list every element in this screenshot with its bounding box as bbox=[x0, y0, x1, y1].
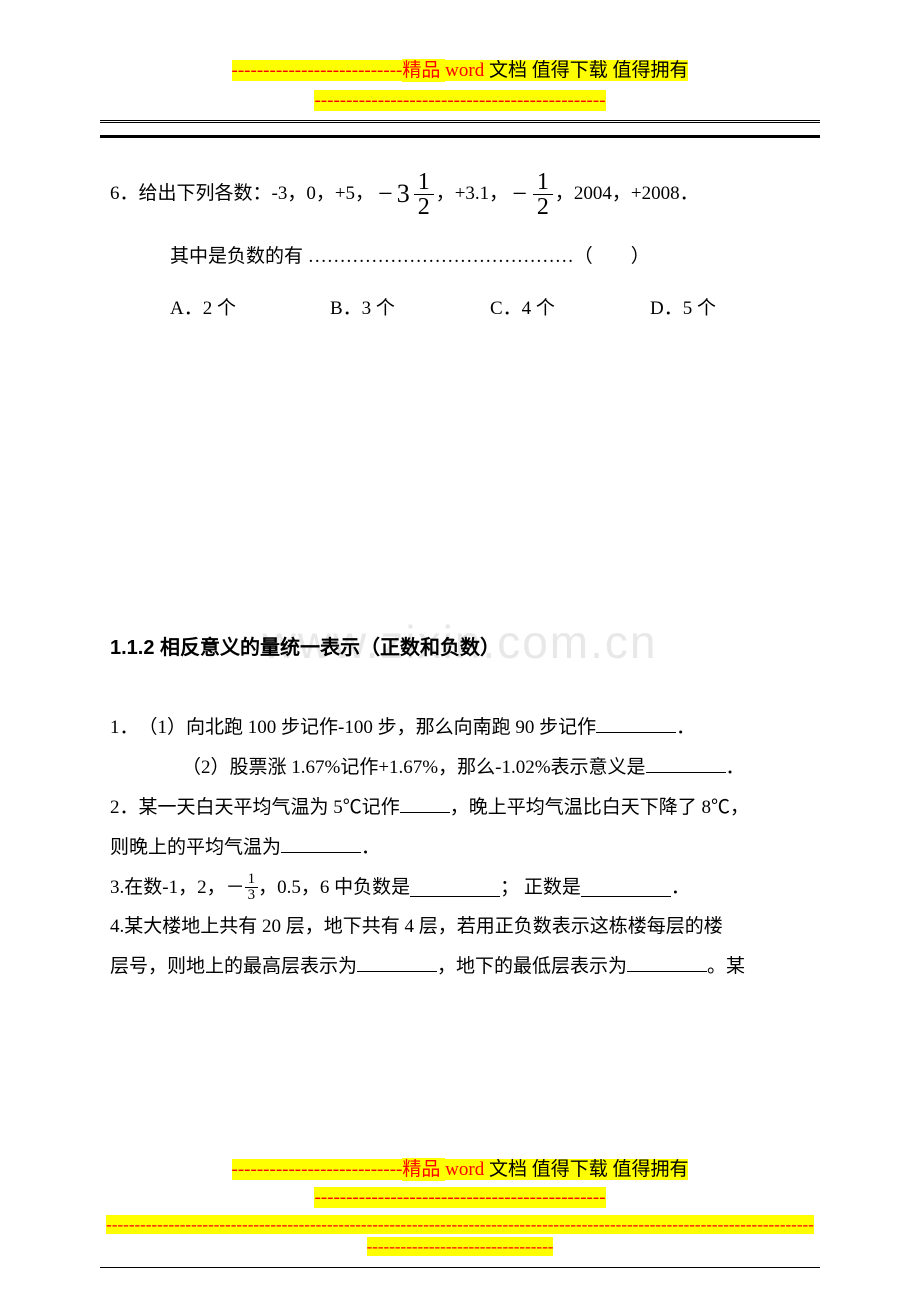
q6-mixed: − 3 1 2 bbox=[374, 168, 436, 220]
header-text-post: 文档 值得下载 值得拥有 bbox=[489, 60, 689, 81]
footer-text-pre: 精品 bbox=[402, 1158, 445, 1181]
q6-line2: 其中是负数的有 ……………………………………（ ） bbox=[110, 238, 810, 276]
q6-mid1: ，+3.1， bbox=[436, 175, 508, 213]
q6-minus2: − bbox=[512, 168, 527, 220]
q3-d: ． bbox=[671, 868, 690, 908]
q6-mixed-frac: 1 2 bbox=[414, 170, 434, 219]
q6-tail: ，2004，+2008． bbox=[555, 175, 699, 213]
thick-rule bbox=[100, 135, 820, 138]
q6-opt-b: B．3 个 bbox=[330, 290, 490, 328]
footer-text-post: 文档 值得下载 值得拥有 bbox=[489, 1159, 689, 1180]
q3-blank2 bbox=[581, 878, 671, 897]
header-banner-2: ----------------------------------------… bbox=[100, 90, 820, 112]
q6-lead: 6．给出下列各数：-3，0，+5， bbox=[110, 175, 374, 213]
q1: 1． （1）向北跑 100 步记作-100 步，那么向南跑 90 步记作 ． bbox=[110, 708, 810, 748]
q2-blank2 bbox=[281, 834, 361, 853]
q1-p1-b: ． bbox=[676, 717, 695, 738]
q6-f2-den: 2 bbox=[533, 195, 553, 219]
footer-long-dashes: ----------------------------------------… bbox=[106, 1215, 814, 1234]
q6-opt-c: C．4 个 bbox=[490, 290, 650, 328]
q3-blank1 bbox=[410, 878, 500, 897]
section-title: 1.1.2 相反意义的量统一表示（正数和负数） bbox=[110, 628, 810, 668]
footer-dashes-left: --------------------------- bbox=[232, 1159, 403, 1180]
q4-blank2 bbox=[627, 953, 707, 972]
q6-opt-d: D．5 个 bbox=[650, 290, 810, 328]
q1-p1-blank bbox=[596, 714, 676, 733]
footer-short-dashes: --------------------------------- bbox=[367, 1237, 554, 1256]
q6-mixed-whole: 3 bbox=[397, 168, 410, 220]
q4-b: 层号，则地上的最高层表示为 bbox=[110, 956, 357, 977]
footer-word: word bbox=[445, 1159, 489, 1180]
q6-opt-a: A．2 个 bbox=[170, 290, 330, 328]
footer-banner: ---------------------------精品 word 文档 值得… bbox=[100, 1154, 820, 1181]
q4-line2: 层号，则地上的最高层表示为 ，地下的最低层表示为 。某 bbox=[110, 947, 810, 987]
footer-banner-2: ----------------------------------------… bbox=[100, 1187, 820, 1209]
q2-line2: 则晚上的平均气温为 ． bbox=[110, 828, 810, 868]
double-rule bbox=[100, 120, 820, 123]
q1-p2-b: ． bbox=[726, 757, 745, 778]
q2-d: ． bbox=[361, 837, 380, 858]
header-text-pre: 精品 bbox=[402, 59, 445, 82]
q2-c: 则晚上的平均气温为 bbox=[110, 837, 281, 858]
header-dashes-left: --------------------------- bbox=[232, 60, 403, 81]
q4-a: 4.某大楼地上共有 20 层，地下共有 4 层，若用正负数表示这栋楼每层的楼 bbox=[110, 916, 723, 937]
header-banner: ---------------------------精品 word 文档 值得… bbox=[100, 55, 820, 82]
q1-p2-blank bbox=[646, 754, 726, 773]
q4: 4.某大楼地上共有 20 层，地下共有 4 层，若用正负数表示这栋楼每层的楼 bbox=[110, 907, 810, 947]
q2-b: ，晚上平均气温比白天下降了 8℃， bbox=[450, 797, 749, 818]
q1-p2-a: （2）股票涨 1.67%记作+1.67%，那么-1.02%表示意义是 bbox=[182, 757, 646, 778]
header-dashes-below: ----------------------------------------… bbox=[314, 90, 605, 111]
footer-short-line: --------------------------------- bbox=[100, 1237, 820, 1257]
q2: 2．某一天白天平均气温为 5℃记作 ，晚上平均气温比白天下降了 8℃， bbox=[110, 788, 810, 828]
q2-blank1 bbox=[400, 794, 450, 813]
footer-rule bbox=[100, 1267, 820, 1268]
q3-num: 1 bbox=[245, 872, 259, 888]
q3-frac: 1 3 bbox=[245, 872, 259, 903]
q1-p1-a: 1． （1）向北跑 100 步记作-100 步，那么向南跑 90 步记作 bbox=[110, 717, 596, 738]
q4-d: 。某 bbox=[707, 956, 745, 977]
footer-long-line: ----------------------------------------… bbox=[100, 1215, 820, 1235]
page: ---------------------------精品 word 文档 值得… bbox=[0, 0, 920, 987]
q1-p2: （2）股票涨 1.67%记作+1.67%，那么-1.02%表示意义是 ． bbox=[110, 748, 810, 788]
content: 6．给出下列各数：-3，0，+5， − 3 1 2 ，+3.1， − 1 2 ，… bbox=[100, 168, 820, 987]
q3-a: 3.在数-1，2，－ bbox=[110, 868, 245, 908]
q3-den: 3 bbox=[245, 888, 259, 903]
q2-a: 2．某一天白天平均气温为 5℃记作 bbox=[110, 797, 400, 818]
footer: ---------------------------精品 word 文档 值得… bbox=[100, 1154, 820, 1268]
header-word: word bbox=[445, 60, 489, 81]
q3-c: ； 正数是 bbox=[500, 868, 581, 908]
q6-mixed-den: 2 bbox=[414, 195, 434, 219]
q6-frac2: 1 2 bbox=[533, 170, 553, 219]
footer-dashes-below: ----------------------------------------… bbox=[314, 1187, 605, 1208]
q6-line1: 6．给出下列各数：-3，0，+5， − 3 1 2 ，+3.1， − 1 2 ，… bbox=[110, 168, 810, 220]
q6-f2-num: 1 bbox=[533, 170, 553, 195]
q4-c: ，地下的最低层表示为 bbox=[437, 956, 627, 977]
q4-blank1 bbox=[357, 953, 437, 972]
q3-b: ，0.5，6 中负数是 bbox=[258, 868, 410, 908]
q3: 3.在数-1，2，－ 1 3 ，0.5，6 中负数是 ； 正数是 ． bbox=[110, 868, 810, 908]
q6-frac2-wrap: − 1 2 bbox=[508, 168, 555, 220]
q6-mixed-num: 1 bbox=[414, 170, 434, 195]
q6-minus1: − bbox=[378, 168, 393, 220]
q6-options: A．2 个 B．3 个 C．4 个 D．5 个 bbox=[110, 290, 810, 328]
